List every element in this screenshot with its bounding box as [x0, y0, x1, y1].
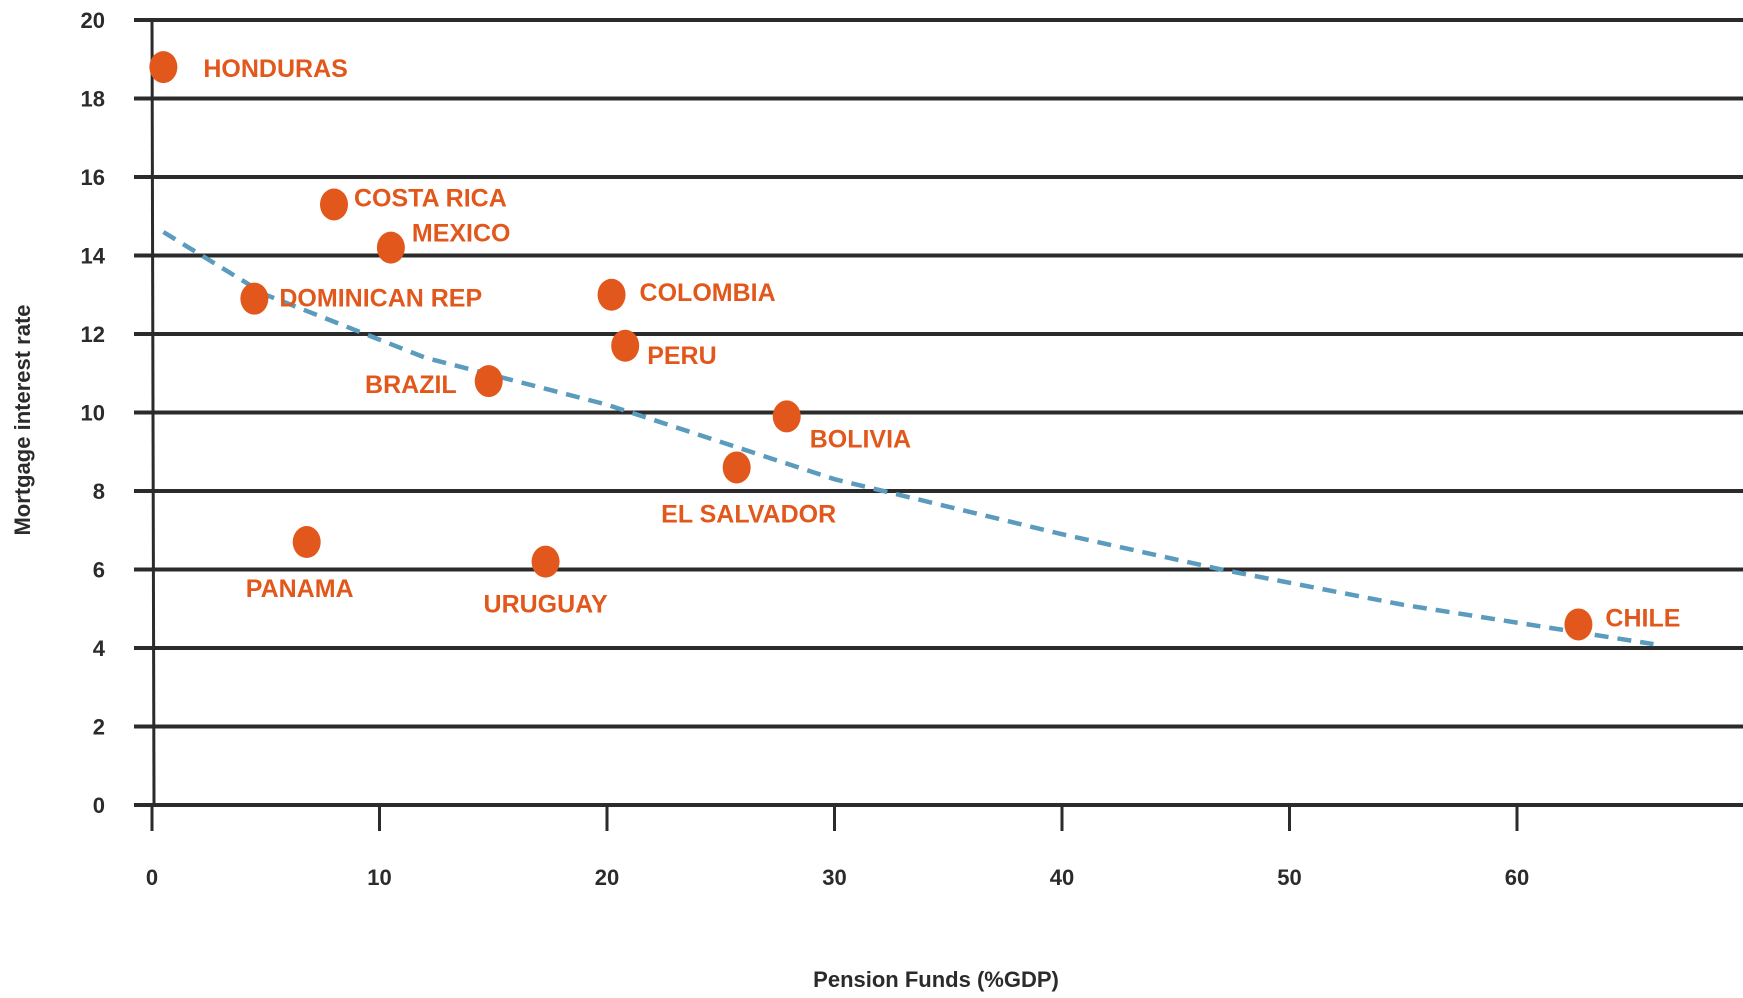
trendline [162, 230, 1654, 647]
gridlines [134, 18, 1743, 807]
x-tick-label-40: 40 [1050, 865, 1074, 890]
point-el-salvador [722, 451, 751, 484]
point-chile [1564, 608, 1593, 641]
point-label-uruguay: URUGUAY [484, 591, 608, 619]
y-tick-label-14: 14 [81, 244, 106, 269]
data-points [149, 51, 1593, 641]
point-bolivia [772, 400, 801, 433]
point-label-brazil: BRAZIL [365, 371, 457, 399]
x-tick-label-20: 20 [595, 865, 619, 890]
axes [150, 19, 1519, 831]
y-tick-label-20: 20 [81, 8, 105, 33]
point-label-peru: PERU [647, 342, 716, 370]
point-label-el-salvador: EL SALVADOR [661, 500, 836, 528]
point-colombia [597, 278, 626, 311]
y-tick-label-16: 16 [81, 165, 105, 190]
point-label-mexico: MEXICO [412, 220, 511, 248]
point-peru [611, 329, 640, 362]
point-label-bolivia: BOLIVIA [810, 425, 911, 453]
x-axis-title: Pension Funds (%GDP) [813, 967, 1059, 992]
point-uruguay [531, 545, 560, 578]
y-tick-label-10: 10 [81, 401, 105, 426]
trendline-path [162, 230, 1654, 647]
x-tick-label-30: 30 [822, 865, 846, 890]
x-tick-label-0: 0 [146, 865, 158, 890]
point-panama [292, 526, 321, 559]
point-label-costa-rica: COSTA RICA [354, 184, 507, 212]
point-dominican-rep [240, 282, 269, 315]
y-tick-label-0: 0 [93, 793, 105, 818]
point-label-honduras: HONDURAS [203, 55, 347, 83]
y-tick-label-2: 2 [93, 715, 105, 740]
x-tick-label-60: 60 [1505, 865, 1529, 890]
point-brazil [474, 365, 503, 398]
tick-labels: 0 2 4 6 8 10 12 14 16 18 20 0 10 20 30 40 50 60 [81, 8, 1530, 890]
point-label-colombia: COLOMBIA [640, 279, 776, 307]
y-axis-line [150, 19, 156, 806]
y-tick-label-8: 8 [93, 479, 105, 504]
y-axis-title: Mortgage interest rate [10, 304, 35, 535]
x-tick-label-50: 50 [1277, 865, 1301, 890]
y-tick-label-12: 12 [81, 322, 105, 347]
point-label-chile: CHILE [1605, 604, 1680, 632]
point-honduras [149, 51, 178, 84]
y-tick-label-18: 18 [81, 87, 105, 112]
point-mexico [376, 231, 405, 264]
point-label-panama: PANAMA [246, 575, 354, 603]
point-labels: HONDURAS COSTA RICA MEXICO DOMINICAN REP COL… [203, 55, 1680, 632]
y-tick-label-4: 4 [93, 636, 106, 661]
point-label-dominican-rep: DOMINICAN REP [279, 285, 482, 313]
y-tick-label-6: 6 [93, 558, 105, 583]
point-costa-rica [320, 188, 348, 221]
x-tick-label-10: 10 [367, 865, 391, 890]
